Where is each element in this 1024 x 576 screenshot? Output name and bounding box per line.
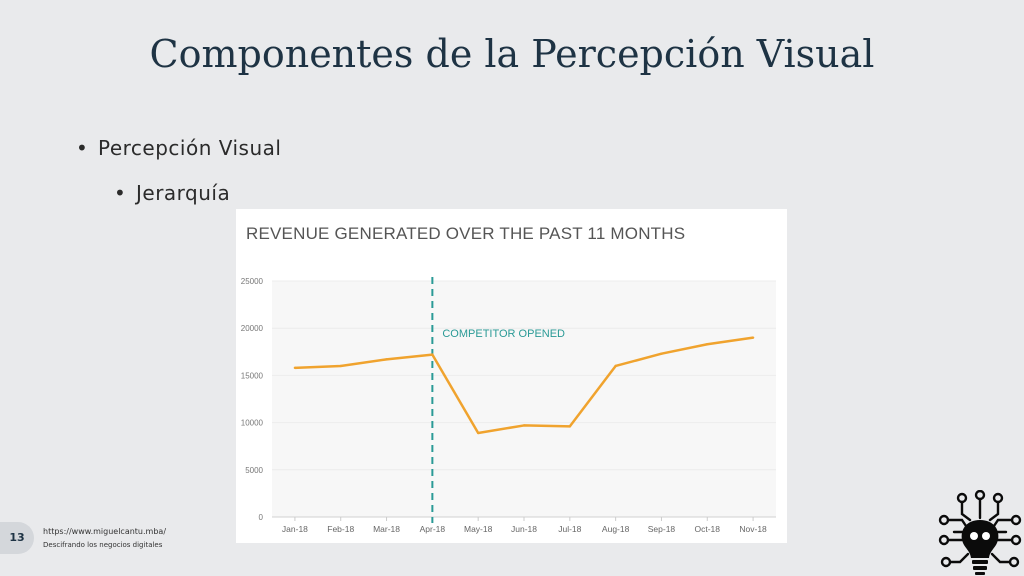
x-tick-label: Sep-18 xyxy=(648,524,676,534)
x-tick-label: May-18 xyxy=(464,524,493,534)
brain-circuit-logo-icon xyxy=(938,490,1022,575)
y-tick-label: 5000 xyxy=(245,466,263,475)
annotation-label: COMPETITOR OPENED xyxy=(442,328,565,340)
data-point xyxy=(706,343,709,346)
y-tick-label: 20000 xyxy=(241,324,264,333)
y-tick-label: 0 xyxy=(259,513,264,522)
x-tick-label: Nov-18 xyxy=(739,524,767,534)
data-point xyxy=(568,425,572,428)
data-point xyxy=(751,336,755,339)
x-tick-label: Mar-18 xyxy=(373,524,400,534)
data-point xyxy=(339,364,342,368)
data-point xyxy=(431,353,434,356)
bullet-level-1: • Percepción Visual xyxy=(76,136,281,160)
y-tick-label: 10000 xyxy=(241,419,264,428)
page-number: 13 xyxy=(0,522,34,554)
footer-tagline: Descifrando los negocios digitales xyxy=(43,541,163,549)
x-tick-label: Jan-18 xyxy=(282,524,308,534)
x-tick-label: Aug-18 xyxy=(602,524,630,534)
data-point xyxy=(660,352,663,355)
chart-title: REVENUE GENERATED OVER THE PAST 11 MONTH… xyxy=(246,224,686,243)
bullet-text: Jerarquía xyxy=(136,181,231,205)
data-point xyxy=(476,431,480,435)
x-tick-label: Jun-18 xyxy=(511,524,537,534)
y-tick-label: 15000 xyxy=(241,371,264,380)
y-tick-label: 25000 xyxy=(241,277,264,286)
bullet-dot-icon: • xyxy=(114,181,127,205)
chart-plot: 0 5000 10000 15000 20000 25000 Jan-18 Feb-18 Mar… xyxy=(241,277,776,534)
revenue-chart: REVENUE GENERATED OVER THE PAST 11 MONTH… xyxy=(236,209,787,543)
footer-url[interactable]: https://www.miguelcantu.mba/ xyxy=(43,527,167,536)
x-tick-label: Feb-18 xyxy=(327,524,354,534)
data-point xyxy=(293,366,297,370)
x-tick-label: Jul-18 xyxy=(558,524,581,534)
x-tick-label: Oct-18 xyxy=(695,524,721,534)
data-point xyxy=(522,424,526,427)
x-tick-label: Apr-18 xyxy=(420,524,446,534)
plot-area xyxy=(272,281,776,517)
bullet-dot-icon: • xyxy=(76,136,89,160)
data-point xyxy=(385,358,388,361)
slide-title: Componentes de la Percepción Visual xyxy=(149,32,875,76)
data-point xyxy=(614,364,617,368)
bullet-text: Percepción Visual xyxy=(98,136,282,160)
bullet-level-2: • Jerarquía xyxy=(114,181,230,205)
